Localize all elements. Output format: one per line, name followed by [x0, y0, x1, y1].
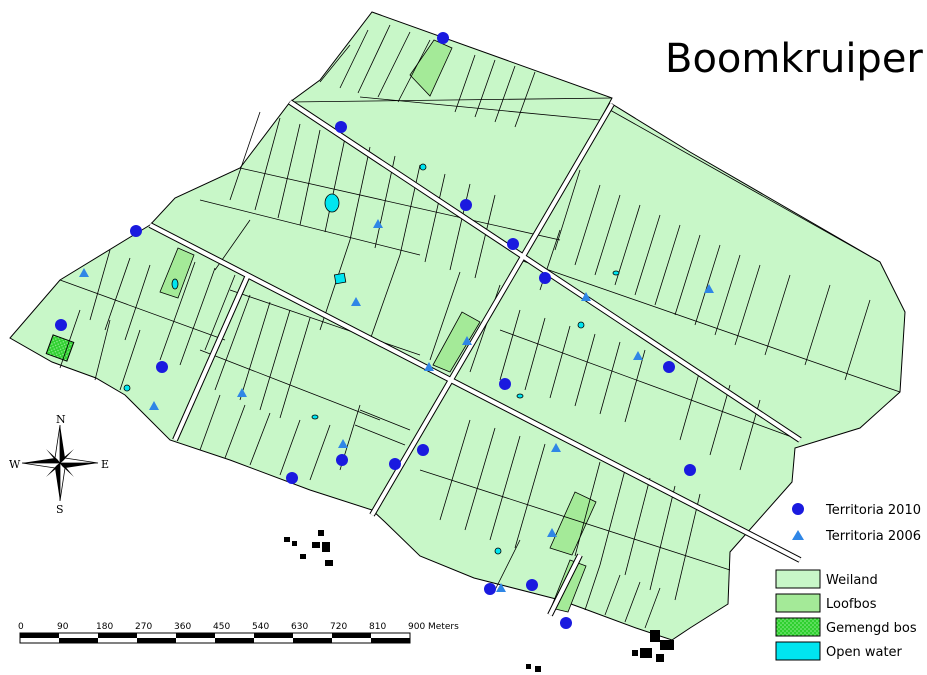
legend-label-gemengd-bos: Gemengd bos	[826, 621, 917, 636]
scale-bar-label: 810	[369, 622, 386, 632]
territory-2006-point	[338, 439, 348, 448]
territory-2006-point	[351, 297, 361, 306]
legend-swatch-open-water	[775, 641, 821, 661]
territory-2006-point	[373, 219, 383, 228]
scale-bar-label: 180	[96, 622, 113, 632]
legend-swatch-weiland	[775, 569, 821, 589]
legend-label-weiland: Weiland	[826, 573, 878, 588]
legend-label-loofbos: Loofbos	[826, 597, 877, 612]
scale-bar-label: 360	[174, 622, 191, 632]
territory-2010-point	[156, 361, 168, 373]
scale-bar-label: 90	[57, 622, 69, 632]
territory-2006-point	[551, 443, 561, 452]
legend-label-open-water: Open water	[826, 645, 903, 660]
territory-2010-point	[417, 444, 429, 456]
territory-2010-point	[130, 225, 142, 237]
gemengd-bos-patch	[45, 334, 75, 362]
compass-rose: N S E W	[9, 413, 109, 516]
legend-swatch-gemengd-bos	[775, 617, 821, 637]
territory-2010-point	[507, 238, 519, 250]
compass-e: E	[101, 458, 109, 471]
parcel-lines	[59, 24, 901, 629]
territory-2010-point	[336, 454, 348, 466]
legend: Territoria 2010 Territoria 2006 Weiland …	[775, 503, 921, 661]
scale-bar-label: 270	[135, 622, 152, 632]
territory-2006-point	[149, 401, 159, 410]
territory-2010-point	[499, 378, 511, 390]
scale-bar-label: 630	[291, 622, 308, 632]
map-title: Boomkruiper (18)	[665, 36, 927, 82]
compass-w: W	[9, 458, 21, 471]
territory-2010-point	[460, 199, 472, 211]
territory-2010-point	[684, 464, 696, 476]
territory-2010-point	[663, 361, 675, 373]
territory-2006-point	[547, 528, 557, 537]
territoria-2006-points	[79, 219, 714, 592]
legend-label-territoria-2006: Territoria 2006	[825, 529, 921, 544]
territory-2010-point	[560, 617, 572, 629]
loofbos-patch	[159, 247, 195, 299]
territory-2010-point	[526, 579, 538, 591]
territory-2010-point	[539, 272, 551, 284]
territory-2006-point	[496, 583, 506, 592]
scale-bar-label: 720	[330, 622, 347, 632]
scale-bar-label: 540	[252, 622, 269, 632]
territory-2006-point	[79, 268, 89, 277]
roads	[148, 99, 802, 617]
scale-bar-label: 450	[213, 622, 230, 632]
compass-n: N	[56, 413, 66, 426]
territory-2010-point	[484, 583, 496, 595]
territory-2010-point	[335, 121, 347, 133]
compass-s: S	[56, 503, 64, 516]
territory-2006-point	[462, 336, 472, 345]
territory-2006-point	[581, 292, 591, 301]
territoria-2010-points	[55, 32, 696, 629]
territory-2010-point	[389, 458, 401, 470]
open-water-ponds	[123, 163, 620, 555]
territory-2006-point	[237, 388, 247, 397]
legend-label-territoria-2010: Territoria 2010	[825, 503, 921, 518]
territory-2010-point	[55, 319, 67, 331]
scale-bar-label: 0	[18, 622, 24, 632]
loofbos-patch	[549, 491, 597, 556]
legend-swatch-loofbos	[775, 593, 821, 613]
loofbos-patch	[409, 39, 453, 97]
territory-2006-point	[424, 362, 434, 371]
legend-circle-icon	[792, 503, 804, 515]
scale-bar: 0 90 180 270 360 450 540 630 720 810 900 Meters	[18, 622, 459, 644]
legend-triangle-icon	[792, 530, 804, 540]
territory-2010-point	[286, 472, 298, 484]
buildings	[284, 530, 674, 672]
territory-2006-point	[633, 351, 643, 360]
scale-bar-label: 900 Meters	[408, 622, 459, 632]
loofbos-patch	[432, 311, 481, 373]
territory-2010-point	[437, 32, 449, 44]
territory-2006-point	[704, 284, 714, 293]
